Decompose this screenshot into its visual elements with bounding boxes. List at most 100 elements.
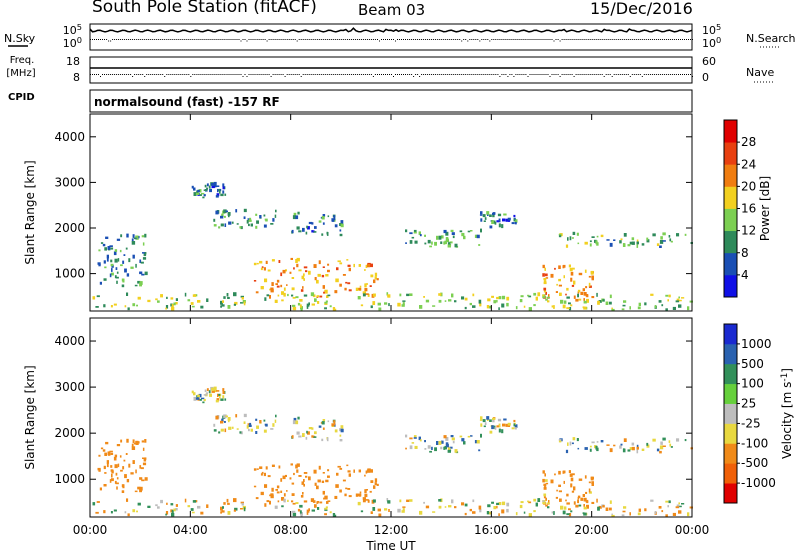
nave-point (507, 76, 509, 77)
power-cell (667, 299, 669, 302)
nsearch-point (591, 39, 593, 40)
nsearch-point (479, 40, 481, 42)
velocity-cell (139, 465, 142, 469)
velocity-cell (109, 479, 112, 483)
nave-point (328, 74, 330, 75)
nsearch-point (192, 39, 194, 40)
nave-point (565, 74, 567, 75)
nave-point (340, 74, 342, 75)
velocity-cell (255, 418, 258, 421)
velocity-cell (329, 511, 332, 514)
velocity-cell (255, 497, 259, 500)
velocity-cell (314, 431, 317, 435)
power-cell (223, 209, 227, 214)
nave-point (338, 74, 340, 75)
nsearch-point (270, 39, 272, 40)
nsearch-point (435, 39, 437, 40)
nsearch-point (469, 39, 471, 40)
velocity-cell (568, 470, 571, 473)
nsearch-point (182, 39, 184, 40)
velocity-cell (319, 501, 323, 504)
power-cell (139, 271, 143, 275)
nave-point (441, 74, 443, 75)
power-cell (558, 284, 562, 287)
velocity-cell (387, 500, 391, 504)
nave-point (475, 74, 477, 75)
power-cell (126, 292, 129, 296)
power-cell (365, 264, 368, 268)
velocity-cell (409, 437, 413, 440)
nave-point (190, 76, 192, 77)
power-cell (353, 263, 355, 268)
velocity-cell (494, 426, 497, 430)
nsearch-point (475, 39, 477, 40)
nsearch-point (637, 39, 639, 40)
nave-point (639, 74, 641, 75)
nsearch-point (686, 39, 687, 40)
velocity-cell (496, 425, 499, 428)
velocity-cell (654, 511, 657, 515)
power-cell (250, 223, 253, 227)
nsearch-point (617, 39, 619, 40)
nsearch-point (260, 39, 262, 40)
nsearch-point (152, 39, 154, 40)
nave-point (118, 74, 120, 75)
power-cell (296, 257, 300, 262)
power-cell (321, 274, 325, 278)
velocity-cell (243, 421, 246, 424)
power-cell (388, 303, 390, 307)
nsearch-point (449, 39, 451, 40)
nave-point (607, 74, 609, 75)
velocity-cell (667, 505, 669, 508)
power-cell (606, 239, 610, 241)
nave-point (499, 76, 501, 77)
velocity-cell (311, 509, 315, 512)
power-cell (533, 304, 536, 307)
nsearch-point (226, 39, 228, 40)
velocity-colorbar-label: -500 (741, 456, 768, 470)
power-cell (321, 233, 324, 236)
velocity-cell (568, 508, 571, 511)
velocity-cell (313, 436, 317, 438)
nave-point (391, 74, 392, 75)
velocity-cell (220, 511, 222, 514)
nsky-tick-top: 105 (63, 22, 82, 37)
nsearch-point (350, 39, 352, 40)
velocity-cell (480, 433, 482, 438)
nave-point (330, 74, 332, 75)
velocity-cell (487, 504, 491, 508)
power-cell (111, 268, 113, 272)
velocity-cell (291, 493, 295, 496)
power-cell (106, 254, 109, 259)
power-cell (347, 282, 351, 285)
power-cell (291, 277, 295, 279)
power-cell (542, 294, 545, 297)
nsearch-point (405, 39, 406, 40)
power-cell (449, 241, 453, 244)
nsearch-point (688, 39, 689, 40)
nsearch-point (214, 39, 216, 40)
power-cell (662, 240, 666, 242)
power-cell (438, 299, 442, 303)
power-cell (463, 235, 466, 240)
nsearch-point (557, 39, 559, 40)
velocity-cell (562, 470, 565, 474)
velocity-cell (665, 500, 669, 503)
nave-point (383, 74, 384, 75)
velocity-cell (306, 511, 309, 515)
velocity-cell (321, 421, 325, 425)
power-cell (556, 283, 558, 286)
velocity-cell (367, 468, 371, 471)
velocity-cell (362, 499, 366, 503)
nave-point (362, 74, 364, 75)
power-cell (142, 242, 145, 246)
power-cell (313, 231, 317, 233)
velocity-cell (636, 449, 639, 454)
power-cell (424, 234, 426, 237)
power-cell (114, 258, 118, 263)
power-cell (598, 300, 602, 303)
power-cell (545, 291, 547, 295)
velocity-cell (589, 448, 592, 452)
nsearch-point (431, 39, 433, 40)
velocity-cell (514, 427, 517, 430)
